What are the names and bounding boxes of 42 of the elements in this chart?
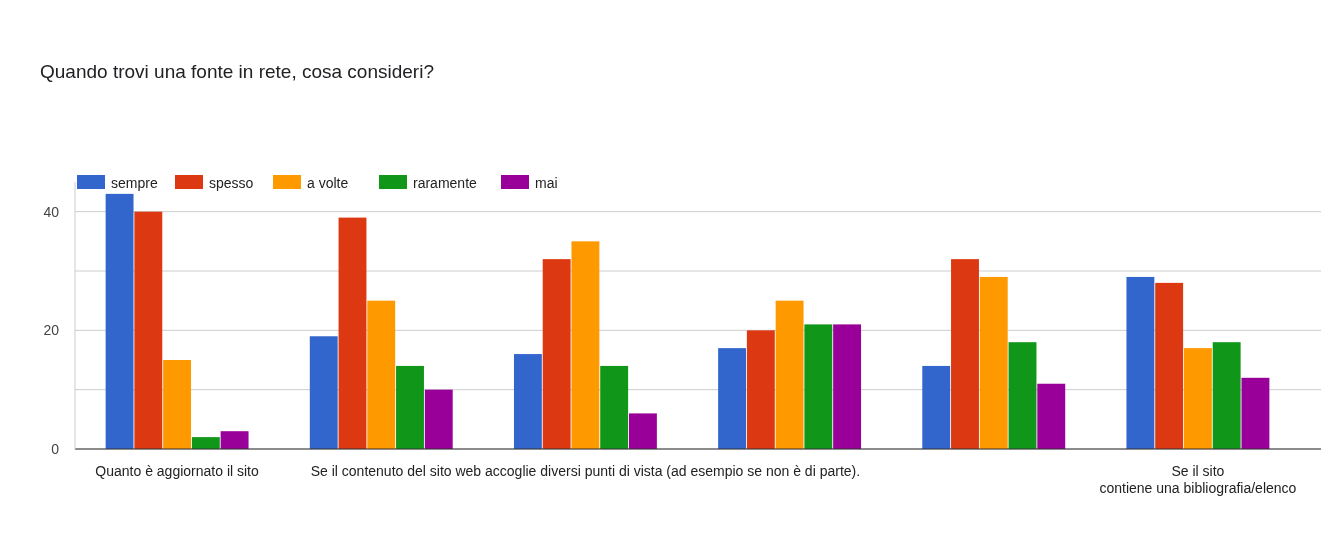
bar bbox=[220, 431, 249, 449]
bar bbox=[542, 259, 571, 449]
bar bbox=[1126, 276, 1155, 449]
bar bbox=[922, 365, 951, 449]
bar bbox=[746, 330, 775, 449]
bar bbox=[424, 389, 453, 449]
bar bbox=[367, 300, 396, 449]
bar bbox=[833, 324, 862, 449]
bar bbox=[513, 354, 542, 449]
bar bbox=[396, 365, 424, 449]
legend-label: sempre bbox=[111, 175, 158, 191]
y-tick-label: 40 bbox=[43, 203, 60, 220]
bar bbox=[1212, 342, 1241, 449]
chart-title: Quando trovi una fonte in rete, cosa consideri? bbox=[40, 61, 434, 82]
y-tick-label: 0 bbox=[51, 441, 60, 457]
legend-label: raramente bbox=[413, 175, 478, 191]
bar bbox=[600, 365, 629, 449]
bar bbox=[1037, 383, 1066, 449]
bar bbox=[1183, 348, 1212, 449]
x-tick-label: Se il contenuto del sito web accoglie diversi punti di vista (ad esempio se non è di parte). bbox=[310, 463, 861, 479]
bar bbox=[718, 348, 747, 449]
bar bbox=[951, 259, 979, 449]
bar bbox=[338, 217, 367, 449]
bar bbox=[1155, 282, 1184, 449]
x-tick-label: Se il sito contiene una bibliografia/elenco bbox=[1099, 463, 1297, 496]
bar bbox=[628, 413, 657, 449]
bar bbox=[775, 300, 804, 449]
bar bbox=[1241, 377, 1270, 449]
legend-label: a volte bbox=[307, 175, 349, 191]
bar bbox=[979, 276, 1008, 449]
y-tick-label: 20 bbox=[43, 322, 60, 339]
bar bbox=[571, 241, 600, 449]
bar bbox=[134, 211, 163, 449]
legend-label: mai bbox=[535, 175, 558, 191]
bar bbox=[191, 437, 220, 449]
bar bbox=[105, 193, 134, 449]
bar bbox=[309, 336, 338, 449]
legend-label: spesso bbox=[209, 175, 254, 191]
bar bbox=[804, 324, 833, 449]
bar bbox=[1008, 342, 1037, 449]
bar bbox=[163, 360, 192, 449]
x-tick-label: Quanto è aggiornato il sito bbox=[95, 463, 260, 479]
